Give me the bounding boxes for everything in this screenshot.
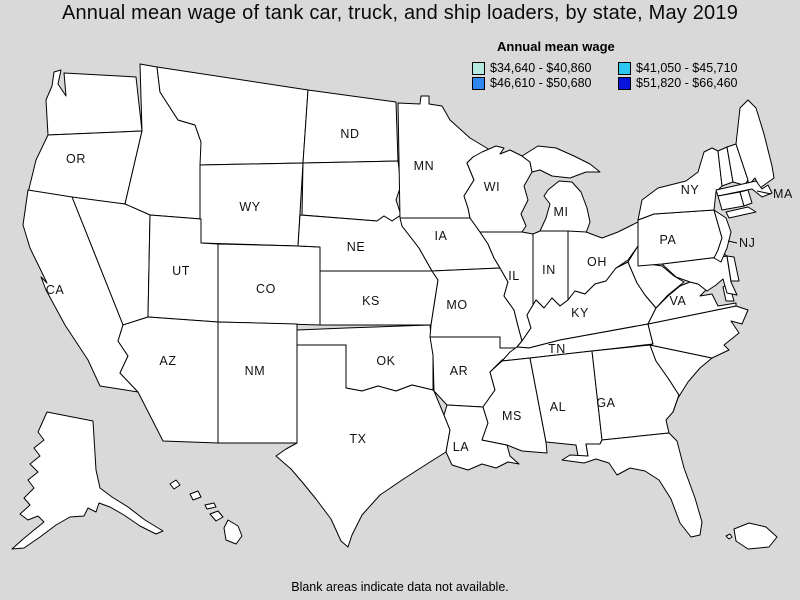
state-pr: [725, 522, 778, 550]
legend-swatch-bin3: [472, 76, 485, 90]
state-label-il: IL: [508, 269, 520, 283]
state-sd: [301, 160, 402, 222]
state-nm: [217, 321, 298, 444]
state-tx: [275, 344, 451, 548]
state-labels: OR CA WY UT AZ NM CO ND NE KS OK TX MN I…: [46, 127, 793, 454]
legend-label-bin1: $34,640 - $40,860: [490, 61, 592, 75]
callout-lines: [727, 190, 772, 244]
state-label-va: VA: [670, 294, 687, 308]
state-label-tx: TX: [349, 432, 366, 446]
state-fl: [561, 432, 703, 538]
state-label-ma: MA: [773, 187, 793, 201]
state-label-wi: WI: [484, 180, 500, 194]
state-label-in: IN: [542, 263, 556, 277]
state-wi: [463, 145, 533, 233]
state-label-nm: NM: [245, 364, 266, 378]
legend-swatch-bin4: [618, 76, 631, 90]
legend-item: $51,820 - $66,460: [618, 76, 737, 90]
state-label-nj: NJ: [739, 236, 755, 250]
state-label-mi: MI: [553, 205, 568, 219]
state-label-ga: GA: [596, 396, 615, 410]
legend-item: $34,640 - $40,860: [472, 61, 591, 75]
state-ak: [11, 411, 164, 550]
legend-item: $46,610 - $50,680: [472, 76, 591, 90]
state-label-ar: AR: [450, 364, 469, 378]
state-label-mo: MO: [446, 298, 467, 312]
state-label-wy: WY: [239, 200, 260, 214]
legend-title: Annual mean wage: [497, 39, 615, 54]
state-az: [117, 316, 219, 444]
state-label-ny: NY: [681, 183, 700, 197]
state-label-ne: NE: [347, 240, 366, 254]
state-label-ut: UT: [172, 264, 190, 278]
legend-label-bin2: $41,050 - $45,710: [636, 61, 738, 75]
ma-callout-line: [756, 190, 772, 195]
state-label-nd: ND: [340, 127, 359, 141]
state-sc: [649, 344, 713, 413]
state-label-la: LA: [453, 440, 470, 454]
state-label-tn: TN: [548, 342, 566, 356]
state-wa: [45, 69, 143, 136]
state-label-mn: MN: [414, 159, 435, 173]
state-label-ms: MS: [502, 409, 522, 423]
state-mi: [521, 145, 601, 234]
state-label-ks: KS: [362, 294, 380, 308]
state-label-ia: IA: [434, 229, 447, 243]
legend-swatch-bin1: [472, 61, 485, 75]
state-label-ca: CA: [46, 283, 65, 297]
state-ny: [637, 147, 757, 221]
state-label-co: CO: [256, 282, 276, 296]
state-de: [726, 255, 740, 282]
state-label-ky: KY: [571, 306, 589, 320]
state-hi: [169, 479, 243, 545]
state-label-az: AZ: [159, 354, 176, 368]
state-shapes: [11, 63, 778, 550]
state-ri: [739, 189, 753, 207]
legend-label-bin3: $46,610 - $50,680: [490, 76, 592, 90]
state-label-ok: OK: [376, 354, 395, 368]
legend-swatch-bin2: [618, 61, 631, 75]
state-nj: [713, 209, 732, 263]
state-label-oh: OH: [587, 255, 607, 269]
state-label-or: OR: [66, 152, 86, 166]
legend-label-bin4: $51,820 - $66,460: [636, 76, 738, 90]
state-label-al: AL: [550, 400, 567, 414]
legend-item: $41,050 - $45,710: [618, 61, 737, 75]
page-title: Annual mean wage of tank car, truck, and…: [61, 2, 739, 24]
state-label-pa: PA: [660, 233, 677, 247]
nj-callout-line: [727, 240, 738, 244]
footnote: Blank areas indicate data not available.: [291, 580, 509, 594]
